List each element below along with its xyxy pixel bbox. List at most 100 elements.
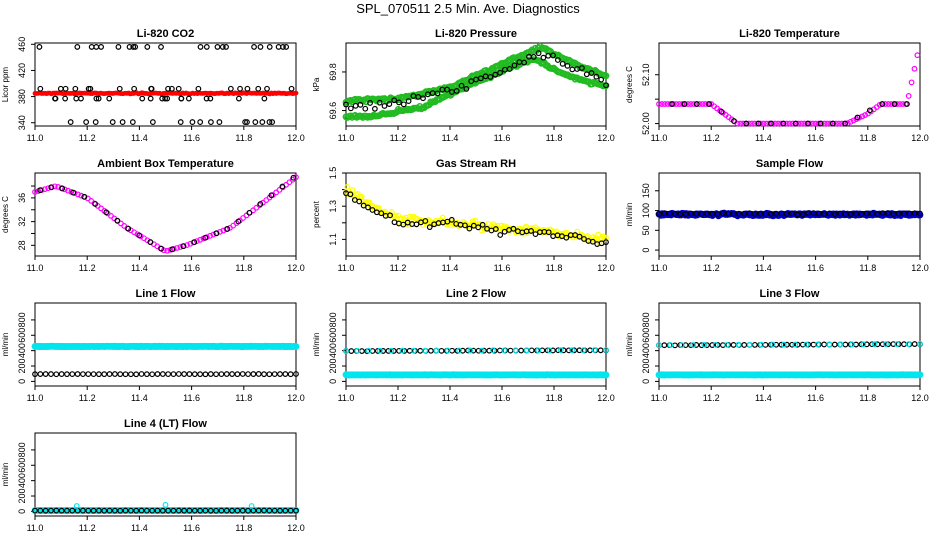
data-point	[191, 371, 198, 378]
data-point	[805, 210, 812, 217]
data-point	[602, 371, 610, 379]
y-tick-label: 1.1	[328, 233, 338, 246]
data-point	[656, 211, 662, 217]
data-point	[862, 112, 869, 118]
data-point	[492, 226, 499, 232]
data-point	[48, 507, 54, 514]
plot-frame	[34, 42, 297, 127]
data-point	[501, 347, 508, 354]
data-point	[101, 507, 108, 514]
data-point	[80, 507, 86, 514]
data-point	[677, 211, 684, 218]
data-point	[189, 119, 196, 125]
data-point	[751, 341, 758, 348]
data-point	[559, 60, 566, 67]
data-point	[51, 183, 58, 190]
data-point	[369, 348, 376, 354]
data-point	[266, 371, 273, 378]
data-point	[894, 101, 900, 107]
data-point	[908, 79, 915, 86]
data-point	[560, 347, 567, 354]
panel-title: Line 3 Flow	[760, 288, 820, 300]
data-point	[158, 44, 164, 50]
y-axis-label: ml/min	[312, 333, 321, 357]
series-line3-cyan	[656, 341, 923, 349]
data-point	[569, 66, 576, 73]
data-point	[817, 120, 824, 127]
data-point	[143, 371, 150, 378]
data-point	[69, 371, 76, 377]
data-point	[352, 102, 359, 109]
data-point	[512, 347, 519, 354]
data-point	[197, 44, 204, 50]
data-point	[119, 119, 126, 125]
data-point	[580, 347, 587, 354]
data-point	[186, 371, 193, 377]
data-point	[712, 341, 719, 348]
data-point	[794, 341, 801, 348]
data-point	[597, 347, 604, 354]
data-point	[62, 95, 69, 102]
y-tick-label: 1.3	[328, 200, 338, 213]
data-point	[506, 66, 513, 72]
data-point	[197, 371, 204, 378]
data-point	[255, 371, 262, 377]
data-point	[768, 120, 774, 127]
data-point	[853, 210, 859, 217]
data-point	[588, 70, 595, 76]
data-point	[842, 341, 849, 348]
data-point	[803, 341, 810, 348]
data-point	[795, 120, 802, 127]
data-point	[890, 341, 897, 348]
data-point	[751, 120, 758, 127]
y-axis-label: ml/min	[625, 203, 634, 227]
data-point	[669, 101, 675, 107]
data-point	[103, 209, 110, 216]
y-tick-label: 600	[328, 328, 338, 343]
plot-frame	[345, 172, 607, 257]
y-tick-label: 0	[17, 379, 27, 384]
data-point	[378, 210, 385, 217]
data-point	[422, 347, 429, 354]
data-point	[540, 54, 547, 61]
data-point	[821, 211, 828, 217]
data-point	[839, 120, 845, 127]
x-tick-label: 11.8	[859, 393, 876, 403]
data-point	[218, 507, 225, 514]
data-point	[453, 87, 460, 94]
panel-line4: Line 4 (LT) Flow ml/min 11.0 11.2 11.4 11.6 11…	[1, 418, 305, 533]
data-point	[42, 507, 49, 514]
series-line4-avg	[32, 507, 299, 514]
data-point	[720, 210, 726, 217]
data-point	[603, 82, 609, 89]
data-point	[122, 371, 129, 378]
data-point	[93, 95, 100, 102]
data-point	[282, 507, 289, 514]
panel-line1: Line 1 Flow ml/min 11.0 11.2 11.4 11.6 11.8 12.…	[1, 288, 305, 403]
data-point	[88, 44, 95, 50]
series-temperature-avg	[669, 101, 910, 127]
data-point	[388, 347, 395, 354]
data-point	[216, 119, 223, 125]
data-point	[149, 371, 156, 378]
data-point	[165, 85, 171, 92]
data-point	[248, 503, 255, 509]
data-point	[69, 507, 76, 514]
data-point	[175, 507, 182, 514]
data-point	[207, 371, 214, 377]
x-tick-label: 11.6	[183, 393, 200, 403]
data-point	[741, 210, 748, 217]
data-point	[399, 347, 406, 354]
data-point	[255, 507, 262, 514]
data-point	[799, 211, 806, 218]
data-point	[794, 211, 801, 218]
data-point	[277, 371, 283, 377]
data-point	[780, 120, 787, 127]
x-tick-label: 11.8	[546, 263, 563, 273]
data-point	[492, 71, 499, 78]
data-point	[261, 507, 267, 514]
data-point	[343, 101, 349, 108]
data-point	[358, 193, 365, 200]
plot-frame	[658, 302, 921, 387]
y-tick-label: 460	[17, 37, 27, 52]
